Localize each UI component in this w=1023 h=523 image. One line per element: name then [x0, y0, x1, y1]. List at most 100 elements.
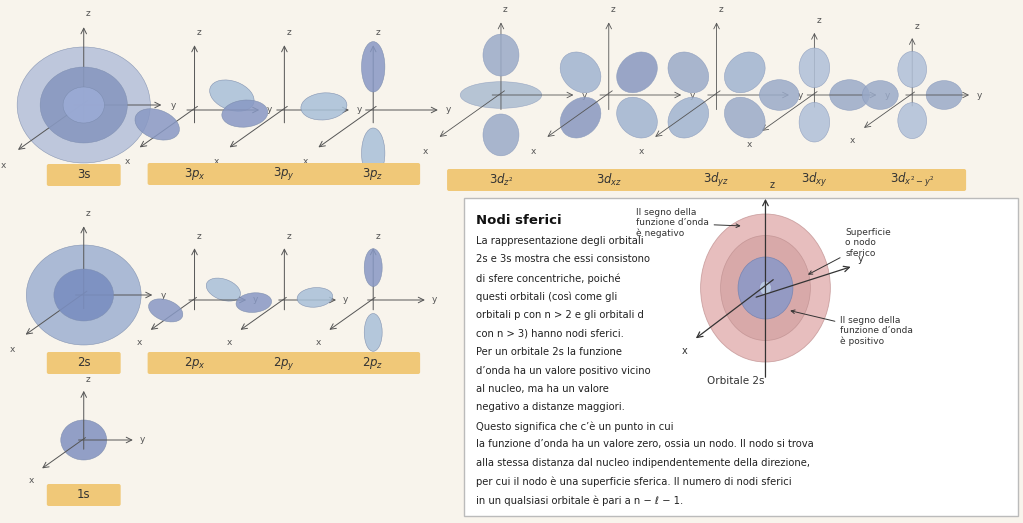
Text: x: x [682, 346, 687, 356]
Text: y: y [171, 100, 176, 109]
Text: x: x [531, 147, 536, 156]
Text: y: y [161, 290, 166, 300]
Ellipse shape [483, 34, 519, 76]
Text: di sfere concentriche, poiché: di sfere concentriche, poiché [476, 273, 621, 283]
Ellipse shape [862, 81, 898, 109]
Text: x: x [124, 157, 130, 166]
Text: y: y [977, 90, 982, 99]
Ellipse shape [668, 97, 709, 138]
Text: z: z [503, 5, 507, 14]
Ellipse shape [617, 52, 658, 93]
Text: $2p_y$: $2p_y$ [273, 355, 296, 371]
Text: z: z [86, 209, 90, 218]
Text: z: z [86, 9, 90, 18]
FancyBboxPatch shape [147, 352, 420, 374]
Ellipse shape [301, 93, 347, 120]
Ellipse shape [668, 52, 709, 93]
Text: z: z [375, 232, 380, 241]
Text: $3d_{xy}$: $3d_{xy}$ [801, 171, 828, 189]
Text: 2s: 2s [77, 357, 91, 370]
Text: z: z [915, 21, 919, 31]
Ellipse shape [830, 79, 870, 110]
Text: y: y [254, 295, 259, 304]
Text: $3d_{x^2-y^2}$: $3d_{x^2-y^2}$ [890, 171, 934, 189]
Ellipse shape [364, 249, 383, 287]
Text: alla stessa distanza dal nucleo indipendentemente della direzione,: alla stessa distanza dal nucleo indipend… [476, 458, 810, 468]
Text: z: z [718, 5, 723, 14]
Text: x: x [29, 476, 34, 485]
Text: y: y [139, 436, 145, 445]
Ellipse shape [799, 48, 830, 87]
Text: $2p_z$: $2p_z$ [362, 355, 384, 371]
Ellipse shape [926, 81, 962, 109]
Text: $3d_{z^2}$: $3d_{z^2}$ [489, 172, 514, 188]
Ellipse shape [460, 82, 542, 108]
Ellipse shape [297, 288, 332, 307]
Text: z: z [196, 232, 202, 241]
Text: $3d_{xz}$: $3d_{xz}$ [595, 172, 622, 188]
FancyBboxPatch shape [147, 163, 420, 185]
Text: y: y [798, 90, 803, 99]
Text: x: x [303, 157, 308, 166]
Text: Questo significa che c’è un punto in cui: Questo significa che c’è un punto in cui [476, 421, 673, 431]
Ellipse shape [364, 313, 383, 351]
Ellipse shape [759, 281, 771, 295]
Ellipse shape [40, 67, 127, 143]
FancyBboxPatch shape [47, 352, 121, 374]
Text: y: y [857, 254, 863, 264]
Ellipse shape [54, 269, 114, 321]
FancyBboxPatch shape [447, 169, 966, 191]
FancyBboxPatch shape [47, 164, 121, 186]
Text: Il segno della
funzione d’onda
è negativo: Il segno della funzione d’onda è negativ… [635, 208, 740, 238]
Text: 1s: 1s [77, 488, 91, 502]
Text: orbitali p con n > 2 e gli orbitali d: orbitali p con n > 2 e gli orbitali d [476, 310, 643, 320]
Ellipse shape [17, 47, 150, 163]
Ellipse shape [701, 214, 831, 362]
Ellipse shape [561, 52, 601, 93]
Ellipse shape [724, 97, 765, 138]
Text: x: x [214, 157, 220, 166]
Text: Nodi sferici: Nodi sferici [476, 214, 562, 227]
Text: z: z [375, 28, 380, 37]
Text: x: x [424, 147, 429, 156]
Text: z: z [611, 5, 616, 14]
Ellipse shape [759, 79, 799, 110]
Text: al nucleo, ma ha un valore: al nucleo, ma ha un valore [476, 384, 609, 394]
Text: per cui il nodo è una superficie sferica. Il numero di nodi sferici: per cui il nodo è una superficie sferica… [476, 476, 792, 487]
Text: z: z [769, 180, 774, 190]
Text: d’onda ha un valore positivo vicino: d’onda ha un valore positivo vicino [476, 366, 651, 376]
Ellipse shape [60, 420, 106, 460]
Text: 3s: 3s [77, 168, 90, 181]
Ellipse shape [724, 52, 765, 93]
Text: y: y [582, 90, 587, 99]
Ellipse shape [561, 97, 601, 138]
Ellipse shape [148, 299, 183, 322]
FancyBboxPatch shape [47, 484, 121, 506]
Text: y: y [267, 106, 272, 115]
Text: x: x [1, 161, 6, 170]
Ellipse shape [898, 51, 927, 87]
Text: x: x [747, 140, 752, 149]
Text: y: y [690, 90, 696, 99]
Text: z: z [196, 28, 202, 37]
Text: z: z [286, 28, 292, 37]
Ellipse shape [135, 109, 179, 140]
Text: y: y [357, 106, 362, 115]
Bar [464, 198, 1018, 516]
Text: y: y [884, 90, 890, 99]
Text: Superficie
o nodo
sferico: Superficie o nodo sferico [809, 228, 891, 274]
Ellipse shape [27, 245, 141, 345]
Ellipse shape [222, 100, 268, 127]
Text: z: z [86, 375, 90, 384]
Ellipse shape [236, 293, 271, 312]
Text: la funzione d’onda ha un valore zero, ossia un nodo. Il nodo si trova: la funzione d’onda ha un valore zero, os… [476, 439, 813, 449]
Text: questi orbitali (così come gli: questi orbitali (così come gli [476, 291, 617, 302]
Text: x: x [226, 338, 232, 347]
Text: Per un orbitale 2s la funzione: Per un orbitale 2s la funzione [476, 347, 622, 357]
Ellipse shape [898, 103, 927, 139]
Text: y: y [343, 295, 349, 304]
Text: y: y [446, 106, 451, 115]
Text: $3p_x$: $3p_x$ [183, 166, 206, 182]
Text: La rappresentazione degli orbitali: La rappresentazione degli orbitali [476, 236, 643, 246]
Text: y: y [432, 295, 437, 304]
